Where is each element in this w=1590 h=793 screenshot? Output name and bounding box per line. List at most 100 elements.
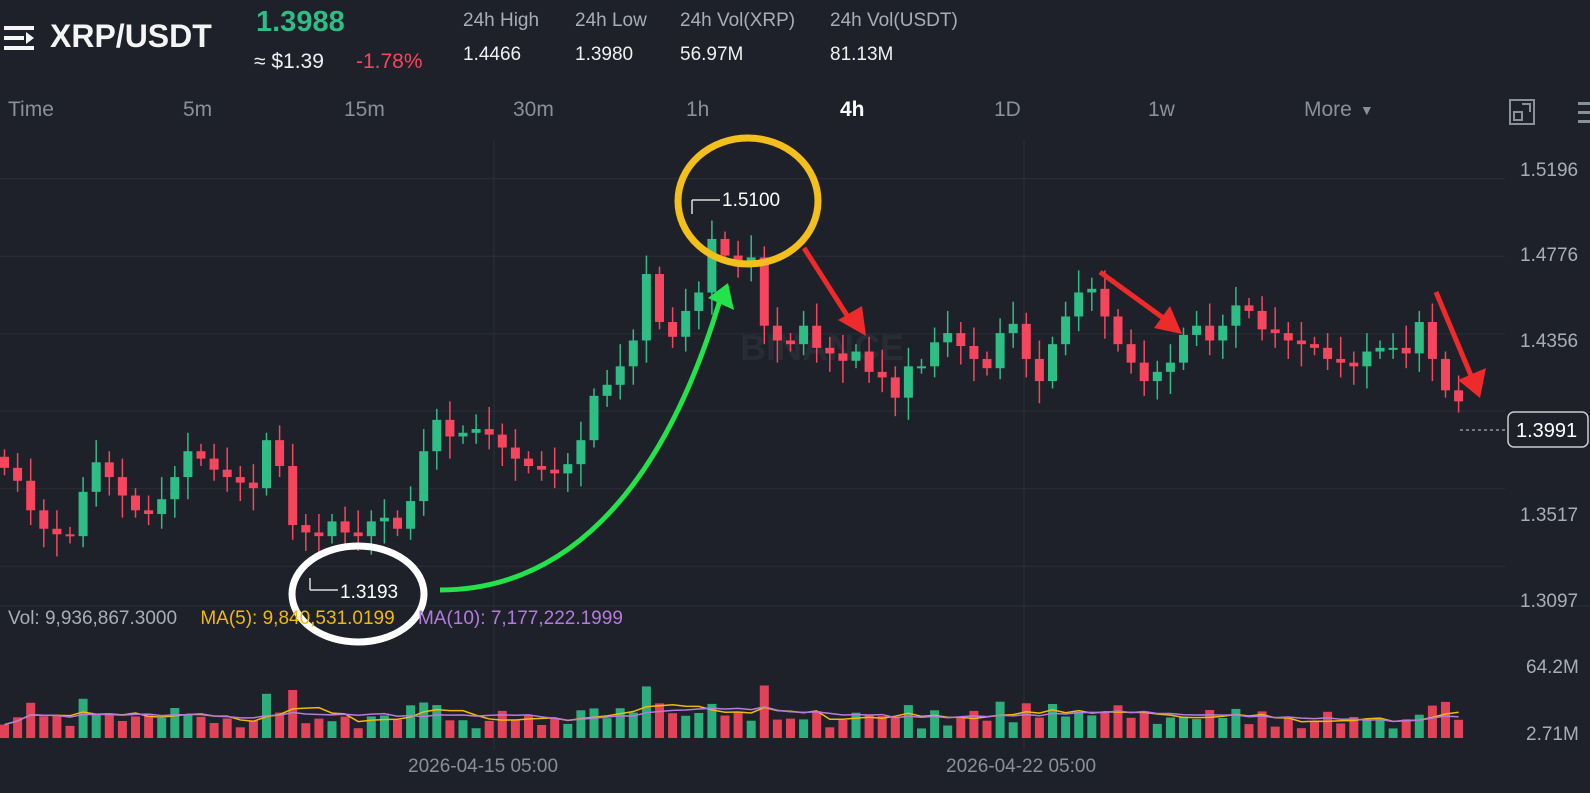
volume-ma-lines <box>4 704 1459 726</box>
volume-bar <box>1375 718 1385 738</box>
volume-bar <box>484 720 494 738</box>
volume-bar <box>65 725 75 738</box>
volume-bar <box>1323 711 1333 738</box>
candle-body <box>366 521 376 537</box>
candle-body <box>694 292 704 311</box>
candle-body <box>1074 292 1084 317</box>
volume-bar <box>1179 716 1188 738</box>
volume-bar <box>1244 724 1254 738</box>
candle-body <box>668 322 678 337</box>
tab-30m[interactable]: 30m <box>513 98 554 121</box>
date-label: 2026-04-22 05:00 <box>946 756 1096 777</box>
chart-grid <box>0 140 1590 750</box>
fullscreen-icon[interactable] <box>1508 98 1536 126</box>
interval-tabs: Time 5m 15m 30m 1h 4h 1D 1w More ▼ <box>0 92 1590 132</box>
volume-bar <box>340 716 350 738</box>
volume-bar <box>1100 711 1110 738</box>
stat-24h-vol-usdt: 24h Vol(USDT) 81.13M <box>830 10 958 66</box>
candle-body <box>39 510 49 529</box>
volume-bar <box>209 723 219 738</box>
candle-body <box>1336 358 1346 363</box>
volume-bar <box>1021 703 1031 738</box>
volume-bar <box>406 705 416 738</box>
tab-time[interactable]: Time <box>8 98 54 121</box>
candle-body <box>681 310 691 337</box>
volume-bar <box>825 727 835 738</box>
volume-bar <box>1192 719 1202 738</box>
volume-bar <box>628 712 638 738</box>
candle-body <box>1139 362 1149 382</box>
caret-down-icon: ▼ <box>1359 102 1374 119</box>
volume-bar <box>196 716 206 738</box>
volume-ma5: MA(5): 9,840,531.0199 <box>200 608 395 629</box>
volume-bar <box>589 708 599 738</box>
volume-bar <box>301 723 311 738</box>
stat-24h-high: 24h High 1.4466 <box>463 10 539 66</box>
candle-body <box>655 274 664 323</box>
volume-bar <box>52 716 62 738</box>
volume-bar <box>1165 717 1175 738</box>
candle-body <box>1310 344 1319 348</box>
candle-body <box>144 510 154 514</box>
tab-1d[interactable]: 1D <box>994 98 1021 121</box>
volume-bar <box>995 701 1005 738</box>
tab-5m[interactable]: 5m <box>183 98 213 121</box>
tab-15m[interactable]: 15m <box>344 98 385 121</box>
candle-body <box>930 342 940 367</box>
price-tick: 1.3517 <box>1520 505 1578 526</box>
candle-body <box>262 440 271 489</box>
high-marker-text: 1.5100 <box>722 190 780 211</box>
candle-body <box>759 257 769 326</box>
red-arrow-3 <box>1433 291 1475 379</box>
tab-more[interactable]: More ▼ <box>1304 98 1374 122</box>
candle-body <box>26 480 36 511</box>
candle-body <box>799 325 809 345</box>
candle-body <box>982 358 992 369</box>
volume-bar <box>1152 723 1162 738</box>
usd-price: ≈ $1.39 <box>254 50 324 73</box>
volume-bar <box>1401 719 1411 738</box>
volume-bar <box>26 702 36 738</box>
candle-body <box>379 517 389 522</box>
volume-bar <box>969 710 979 738</box>
binance-watermark: BINANCE <box>740 327 904 368</box>
stat-label: 24h High <box>463 10 540 31</box>
volume-ma5-line <box>4 704 1459 726</box>
candle-body <box>222 469 232 478</box>
candle-body <box>209 458 219 470</box>
candle-body <box>838 353 848 361</box>
volume-bar <box>772 719 782 738</box>
candle-body <box>1113 316 1123 345</box>
candle-body <box>903 366 913 398</box>
candle-body <box>1021 323 1031 359</box>
candle-body <box>1323 347 1333 359</box>
settings-icon[interactable] <box>1570 98 1590 126</box>
candle-body <box>131 495 140 511</box>
candle-body <box>1165 362 1175 372</box>
volume-ma10-line <box>4 706 1459 726</box>
volume-bar <box>39 716 49 738</box>
candle-body <box>406 501 416 529</box>
tab-4h[interactable]: 4h <box>840 98 865 121</box>
candle-body <box>812 325 822 348</box>
candle-body <box>288 465 298 526</box>
volume-bar <box>890 716 900 738</box>
volume-bar <box>104 714 114 738</box>
pair-name[interactable]: XRP/USDT <box>50 18 212 54</box>
volume-bar <box>510 719 520 738</box>
low-marker-text: 1.3193 <box>340 582 398 603</box>
volume-bar <box>1414 714 1424 738</box>
stat-24h-vol-xrp: 24h Vol(XRP) 56.97M <box>680 10 795 66</box>
menu-icon[interactable] <box>4 24 36 52</box>
volume-bar <box>576 710 586 738</box>
volume-bar <box>183 714 193 738</box>
candle-body <box>1441 358 1450 391</box>
tab-1h[interactable]: 1h <box>686 98 710 121</box>
volume-bar <box>759 685 769 738</box>
candle-body <box>1231 305 1241 326</box>
tab-1w[interactable]: 1w <box>1148 98 1175 121</box>
candle-body <box>0 456 9 468</box>
volume-bar <box>655 703 664 738</box>
candle-body <box>956 333 966 347</box>
